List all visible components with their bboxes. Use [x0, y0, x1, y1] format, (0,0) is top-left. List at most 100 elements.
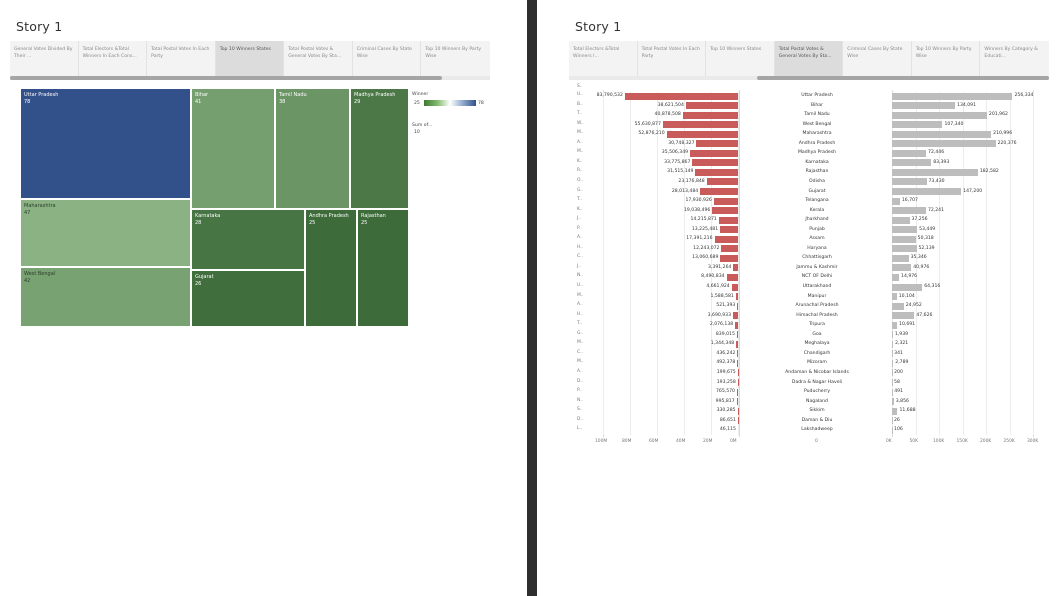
tab-4[interactable]: Top 10 Winners States — [215, 41, 285, 77]
general-votes-bar[interactable] — [706, 178, 738, 186]
postal-votes-bar[interactable] — [892, 226, 918, 234]
tabs-scrollbar[interactable] — [10, 76, 490, 80]
postal-votes-bar[interactable] — [892, 388, 893, 396]
postal-votes-bar[interactable] — [892, 121, 943, 129]
postal-votes-bar[interactable] — [892, 130, 992, 138]
general-votes-bar[interactable] — [737, 359, 738, 367]
postal-votes-bar[interactable] — [892, 140, 996, 148]
row-abbr: H.. — [577, 244, 584, 250]
general-votes-bar[interactable] — [721, 245, 738, 253]
postal-votes-bar[interactable] — [892, 407, 898, 415]
general-votes-bar[interactable] — [733, 312, 738, 320]
tab-2[interactable]: Total Electors &Total Winners In Each Co… — [79, 41, 148, 77]
tab-4[interactable]: Total Postal Votes & General Votes By St… — [774, 41, 844, 77]
general-votes-bar[interactable] — [735, 321, 738, 329]
postal-votes-bar[interactable] — [892, 92, 1013, 100]
tab-7[interactable]: Top 10 Winners By Party Wise — [425, 47, 482, 59]
tab-1[interactable]: General Votes Divided By Their ... — [10, 41, 79, 77]
tab-3[interactable]: Top 10 Winners States — [706, 41, 775, 77]
postal-votes-bar[interactable] — [892, 359, 894, 367]
general-votes-bar[interactable] — [718, 216, 738, 224]
general-votes-bar[interactable] — [736, 398, 738, 406]
general-votes-bar[interactable] — [624, 92, 738, 100]
general-votes-bar[interactable] — [737, 302, 738, 310]
postal-votes-bar[interactable] — [892, 111, 987, 119]
general-votes-bar[interactable] — [735, 293, 738, 301]
postal-votes-bar[interactable] — [892, 312, 915, 320]
postal-votes-bar[interactable] — [892, 283, 923, 291]
postal-votes-bar[interactable] — [892, 417, 893, 425]
tabs-scrollbar-thumb-right[interactable] — [757, 76, 1049, 80]
general-votes-bar[interactable] — [736, 388, 738, 396]
tab-6[interactable]: Top 10 Winners By Party Wise — [912, 41, 981, 77]
general-votes-bar[interactable] — [736, 331, 738, 339]
general-votes-bar[interactable] — [733, 264, 738, 272]
postal-votes-bar[interactable] — [892, 350, 893, 358]
treemap-cell[interactable]: Rajasthan 25 — [357, 209, 409, 327]
postal-votes-bar[interactable] — [892, 379, 893, 386]
tabs-scrollbar-right[interactable] — [569, 76, 1049, 80]
treemap-cell-value: 28 — [195, 220, 202, 226]
postal-votes-bar[interactable] — [892, 321, 898, 329]
postal-votes-bar[interactable] — [892, 149, 927, 157]
treemap-cell[interactable]: Andhra Pradesh 25 — [305, 209, 357, 327]
postal-votes-bar[interactable] — [892, 340, 894, 348]
tab-3[interactable]: Total Postal Votes In Each Party — [147, 41, 216, 77]
postal-votes-bar[interactable] — [892, 245, 917, 253]
general-votes-bar[interactable] — [662, 121, 738, 129]
tab-2[interactable]: Total Postal Votes In Each Party — [638, 41, 707, 77]
general-votes-bar[interactable] — [714, 235, 738, 243]
treemap-cell[interactable]: Tamil Nadu 38 — [275, 88, 350, 209]
postal-votes-bar[interactable] — [892, 207, 926, 215]
general-votes-bar[interactable] — [695, 168, 738, 176]
treemap-cell[interactable]: Maharashtra 47 — [20, 199, 191, 267]
treemap-cell[interactable]: Madhya Pradesh 29 — [350, 88, 409, 209]
postal-votes-bar[interactable] — [892, 216, 910, 224]
postal-votes-bar[interactable] — [892, 369, 893, 377]
postal-votes-bar[interactable] — [892, 188, 962, 195]
postal-votes-label: 35,346 — [910, 255, 927, 261]
postal-votes-bar[interactable] — [892, 254, 909, 262]
postal-votes-bar[interactable] — [892, 398, 894, 406]
postal-votes-bar[interactable] — [892, 235, 916, 243]
treemap-cell[interactable]: Bihar 41 — [191, 88, 275, 209]
tab-6[interactable]: Criminal Cases By State Wise — [353, 41, 422, 77]
postal-votes-bar[interactable] — [892, 331, 893, 339]
general-votes-bar[interactable] — [726, 273, 738, 281]
general-votes-bar[interactable] — [713, 197, 738, 205]
general-votes-bar[interactable] — [731, 283, 738, 291]
postal-votes-bar[interactable] — [892, 302, 904, 310]
postal-votes-bar[interactable] — [892, 264, 912, 272]
row-abbr: M.. — [577, 359, 584, 365]
tab-7[interactable]: Winners By Category & Educati... — [984, 47, 1038, 59]
treemap-cell[interactable]: Karnataka 28 — [191, 209, 305, 270]
general-votes-bar[interactable] — [737, 350, 738, 358]
general-votes-bar[interactable] — [690, 149, 738, 157]
postal-votes-bar[interactable] — [892, 197, 900, 205]
general-votes-bar[interactable] — [666, 130, 738, 138]
postal-votes-bar[interactable] — [892, 293, 897, 301]
postal-votes-bar[interactable] — [892, 178, 927, 186]
general-votes-bar[interactable] — [682, 111, 738, 119]
treemap-cell[interactable]: Uttar Pradesh 78 — [20, 88, 191, 199]
postal-votes-bar[interactable] — [892, 168, 978, 176]
treemap-cell-value: 47 — [24, 210, 31, 216]
tab-5[interactable]: Total Postal Votes & General Votes By St… — [284, 41, 353, 77]
general-votes-bar[interactable] — [696, 140, 738, 148]
postal-votes-bar[interactable] — [892, 273, 900, 281]
treemap-cell[interactable]: West Bengal 42 — [20, 267, 191, 327]
tab-5[interactable]: Criminal Cases By State Wise — [843, 41, 912, 77]
postal-votes-bar[interactable] — [892, 159, 932, 167]
treemap-cell[interactable]: Gujarat 26 — [191, 270, 305, 327]
general-votes-bar[interactable] — [685, 102, 738, 110]
general-votes-bar[interactable] — [692, 159, 738, 167]
general-votes-bar[interactable] — [712, 207, 738, 215]
postal-votes-bar[interactable] — [892, 102, 956, 110]
general-votes-bar[interactable] — [720, 254, 738, 262]
tabs-scrollbar-thumb[interactable] — [10, 76, 442, 80]
general-votes-bar[interactable] — [720, 226, 738, 234]
general-votes-bar[interactable] — [700, 188, 738, 195]
tab-1[interactable]: Total Electors &Total Winners I... — [569, 41, 638, 77]
postal-votes-bar[interactable] — [892, 426, 893, 434]
general-votes-bar[interactable] — [736, 340, 738, 348]
